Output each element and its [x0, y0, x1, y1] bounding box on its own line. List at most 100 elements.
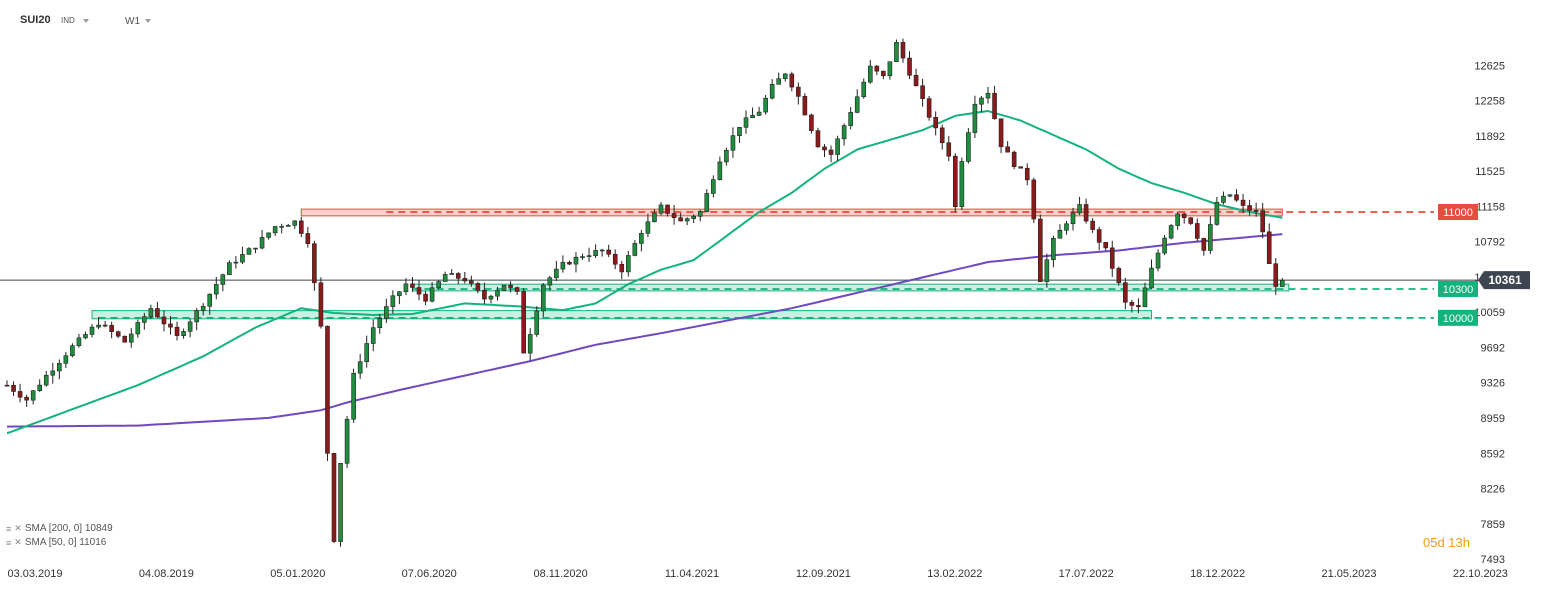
- level-badge: [1438, 280, 1478, 297]
- y-tick-label: 8226: [1481, 484, 1505, 496]
- candle-body: [1247, 205, 1252, 211]
- candle-body: [442, 274, 448, 282]
- candle-body: [632, 243, 638, 256]
- candle-body: [279, 226, 284, 228]
- candle-body: [50, 370, 56, 376]
- candle-body: [1266, 231, 1272, 265]
- candle-body: [187, 321, 193, 332]
- candle-body: [312, 243, 317, 284]
- candle-body: [397, 291, 402, 297]
- candle-body: [1031, 179, 1037, 220]
- candle-countdown: 05d 13h: [1423, 535, 1470, 550]
- current-price-label: 10361: [1488, 273, 1522, 287]
- candle-body: [57, 363, 62, 372]
- candle-body: [1136, 305, 1141, 308]
- candle-body: [796, 86, 801, 97]
- candle-body: [43, 374, 49, 386]
- candle-body: [809, 114, 814, 131]
- menu-icon[interactable]: ≡: [6, 523, 12, 534]
- candle-body: [612, 253, 618, 265]
- candle-body: [854, 96, 860, 113]
- y-tick-label: 11892: [1475, 131, 1505, 143]
- candle-body: [678, 217, 683, 222]
- candle-body: [17, 391, 23, 398]
- candle-body: [580, 256, 585, 258]
- candle-body: [547, 277, 553, 286]
- level-badge: [1438, 204, 1478, 220]
- candle-body: [501, 284, 507, 291]
- candle-body: [253, 247, 258, 250]
- candle-body: [266, 232, 271, 238]
- x-tick-label: 13.02.2022: [927, 568, 982, 580]
- candle-body: [338, 462, 343, 542]
- candle-body: [207, 293, 213, 307]
- timeframe-chevron-down-icon[interactable]: [145, 19, 151, 23]
- instrument-type-label[interactable]: IND: [61, 16, 75, 25]
- candle-body: [1260, 210, 1265, 233]
- x-tick-label: 22.10.2023: [1453, 568, 1508, 580]
- legend-sma50[interactable]: ≡ ✕ SMA [50, 0] 11016: [6, 537, 106, 548]
- candle-body: [1011, 151, 1017, 167]
- candle-body: [102, 324, 108, 327]
- candle-body: [174, 326, 180, 336]
- candle-body: [1129, 301, 1135, 306]
- candle-body: [560, 262, 566, 270]
- candle-body: [377, 318, 383, 328]
- candle-body: [1221, 195, 1226, 203]
- candle-body: [1280, 280, 1285, 287]
- candle-body: [1227, 194, 1233, 197]
- candle-body: [1005, 146, 1010, 153]
- candle-body: [645, 221, 651, 234]
- candle-body: [194, 310, 199, 323]
- candle-body: [1070, 212, 1076, 225]
- candle-body: [658, 204, 664, 214]
- legend-sma50-label: SMA [50, 0] 11016: [24, 537, 107, 548]
- y-tick-label: 11158: [1476, 201, 1505, 213]
- candle-body: [586, 255, 592, 257]
- candle-body: [933, 117, 938, 129]
- candle-body: [384, 306, 389, 319]
- candle-body: [1077, 204, 1082, 214]
- y-tick-label: 11525: [1475, 166, 1505, 178]
- candle-body: [743, 117, 749, 128]
- symbol-label[interactable]: SUI20: [20, 14, 51, 26]
- level-label: 10300: [1443, 284, 1474, 296]
- level-badge: [1438, 309, 1478, 326]
- candle-body: [972, 103, 978, 133]
- candle-body: [128, 333, 134, 343]
- candle-body: [822, 146, 827, 151]
- legend-sma200[interactable]: ≡ ✕ SMA [200, 0] 10849: [6, 523, 113, 534]
- candle-body: [1155, 252, 1161, 269]
- candle-body: [1090, 220, 1095, 230]
- candle-body: [697, 211, 703, 217]
- candle-body: [835, 138, 840, 155]
- candle-body: [1149, 267, 1154, 289]
- candle-body: [495, 290, 500, 297]
- instrument-type-chevron-down-icon[interactable]: [83, 19, 89, 23]
- candle-body: [1142, 287, 1148, 308]
- candle-body: [1096, 229, 1102, 243]
- legend-sma200-label: SMA [200, 0] 10849: [24, 523, 113, 534]
- x-tick-label: 07.06.2020: [402, 568, 457, 580]
- timeframe-label[interactable]: W1: [125, 16, 140, 27]
- candle-body: [527, 334, 533, 354]
- candle-body: [122, 335, 128, 343]
- candle-body: [76, 337, 82, 347]
- menu-icon[interactable]: ≡: [6, 537, 12, 548]
- candle-body: [521, 291, 526, 354]
- candle-body: [985, 92, 991, 99]
- x-tick-label: 17.07.2022: [1059, 568, 1114, 580]
- candle-body: [874, 65, 880, 72]
- candle-body: [1038, 218, 1043, 283]
- close-icon[interactable]: ✕: [14, 537, 22, 547]
- candle-body: [161, 316, 167, 325]
- candle-body: [554, 268, 559, 279]
- candle-body: [1162, 237, 1167, 254]
- candle-body: [789, 73, 795, 88]
- candle-body: [292, 220, 298, 226]
- candle-body: [619, 263, 625, 273]
- level-label: 10000: [1443, 313, 1474, 325]
- close-icon[interactable]: ✕: [14, 523, 22, 533]
